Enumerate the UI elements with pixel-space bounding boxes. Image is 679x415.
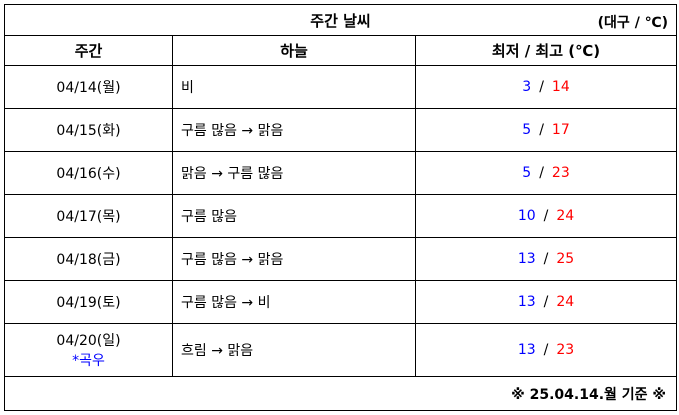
sky-cell: 흐림 → 맑음 xyxy=(172,323,416,377)
date: 04/14(월) xyxy=(56,80,121,96)
high-temp: 23 xyxy=(551,165,570,181)
date-cell: 04/18(금) xyxy=(4,237,173,281)
sky-cell: 구름 많음 → 비 xyxy=(172,280,416,324)
separator: / xyxy=(543,294,549,310)
table-row: 04/15(화) 구름 많음 → 맑음 5 / 17 xyxy=(4,108,678,152)
table-row: 04/20(일) *곡우 흐림 → 맑음 13 / 23 xyxy=(4,323,678,377)
sky-cell: 구름 많음 → 맑음 xyxy=(172,237,416,281)
temp-cell: 13 / 24 xyxy=(414,280,678,324)
low-temp: 5 xyxy=(522,165,532,181)
low-temp: 13 xyxy=(517,251,536,267)
temp-cell: 3 / 14 xyxy=(414,65,678,109)
high-temp: 14 xyxy=(551,79,570,95)
low-temp: 10 xyxy=(517,208,536,224)
header-week: 주간 xyxy=(4,35,173,66)
table-row: 04/14(월) 비 3 / 14 xyxy=(4,65,678,109)
sky-cell: 맑음 → 구름 많음 xyxy=(172,151,416,195)
note: *곡우 xyxy=(72,353,105,369)
separator: / xyxy=(539,79,544,95)
high-temp: 24 xyxy=(556,294,575,310)
title-cell: 주간 날씨 (대구 / ℃) xyxy=(3,4,678,36)
low-temp: 3 xyxy=(522,79,532,95)
date: 04/16(수) xyxy=(56,166,121,182)
date-cell: 04/17(목) xyxy=(4,194,173,238)
low-temp: 13 xyxy=(517,294,536,310)
high-temp: 23 xyxy=(556,342,575,358)
low-temp: 13 xyxy=(517,342,536,358)
table-row: 04/18(금) 구름 많음 → 맑음 13 / 25 xyxy=(4,237,678,281)
date: 04/17(목) xyxy=(56,209,121,225)
footer-basis: ※ 25.04.14.월 기준 ※ xyxy=(3,376,678,411)
date-cell: 04/20(일) *곡우 xyxy=(4,323,173,377)
date-cell: 04/14(월) xyxy=(4,65,173,109)
temp-cell: 5 / 17 xyxy=(414,108,678,152)
temp-cell: 5 / 23 xyxy=(414,151,678,195)
weekly-weather-table: 주간 날씨 (대구 / ℃) 주간 하늘 최저 / 최고 (℃) 04/14(월… xyxy=(3,4,678,411)
date-cell: 04/16(수) xyxy=(4,151,173,195)
sky-cell: 구름 많음 → 맑음 xyxy=(172,108,416,152)
high-temp: 25 xyxy=(556,251,575,267)
location-unit: (대구 / ℃) xyxy=(597,15,669,31)
high-temp: 24 xyxy=(556,208,575,224)
header-sky: 하늘 xyxy=(172,35,416,66)
temp-cell: 10 / 24 xyxy=(414,194,678,238)
table-title: 주간 날씨 xyxy=(310,11,371,30)
date: 04/18(금) xyxy=(56,252,121,268)
header-temp: 최저 / 최고 (℃) xyxy=(414,35,678,66)
separator: / xyxy=(539,122,544,138)
sky-cell: 비 xyxy=(172,65,416,109)
temp-cell: 13 / 23 xyxy=(414,323,678,377)
date: 04/20(일) xyxy=(56,333,121,349)
separator: / xyxy=(543,208,549,224)
date: 04/15(화) xyxy=(56,123,121,139)
date: 04/19(토) xyxy=(56,295,121,311)
date-cell: 04/19(토) xyxy=(4,280,173,324)
separator: / xyxy=(543,251,549,267)
table-row: 04/17(목) 구름 많음 10 / 24 xyxy=(4,194,678,238)
date-cell: 04/15(화) xyxy=(4,108,173,152)
temp-cell: 13 / 25 xyxy=(414,237,678,281)
table-row: 04/19(토) 구름 많음 → 비 13 / 24 xyxy=(4,280,678,324)
separator: / xyxy=(543,342,549,358)
separator: / xyxy=(539,165,544,181)
table-row: 04/16(수) 맑음 → 구름 많음 5 / 23 xyxy=(4,151,678,195)
sky-cell: 구름 많음 xyxy=(172,194,416,238)
high-temp: 17 xyxy=(551,122,570,138)
low-temp: 5 xyxy=(522,122,532,138)
